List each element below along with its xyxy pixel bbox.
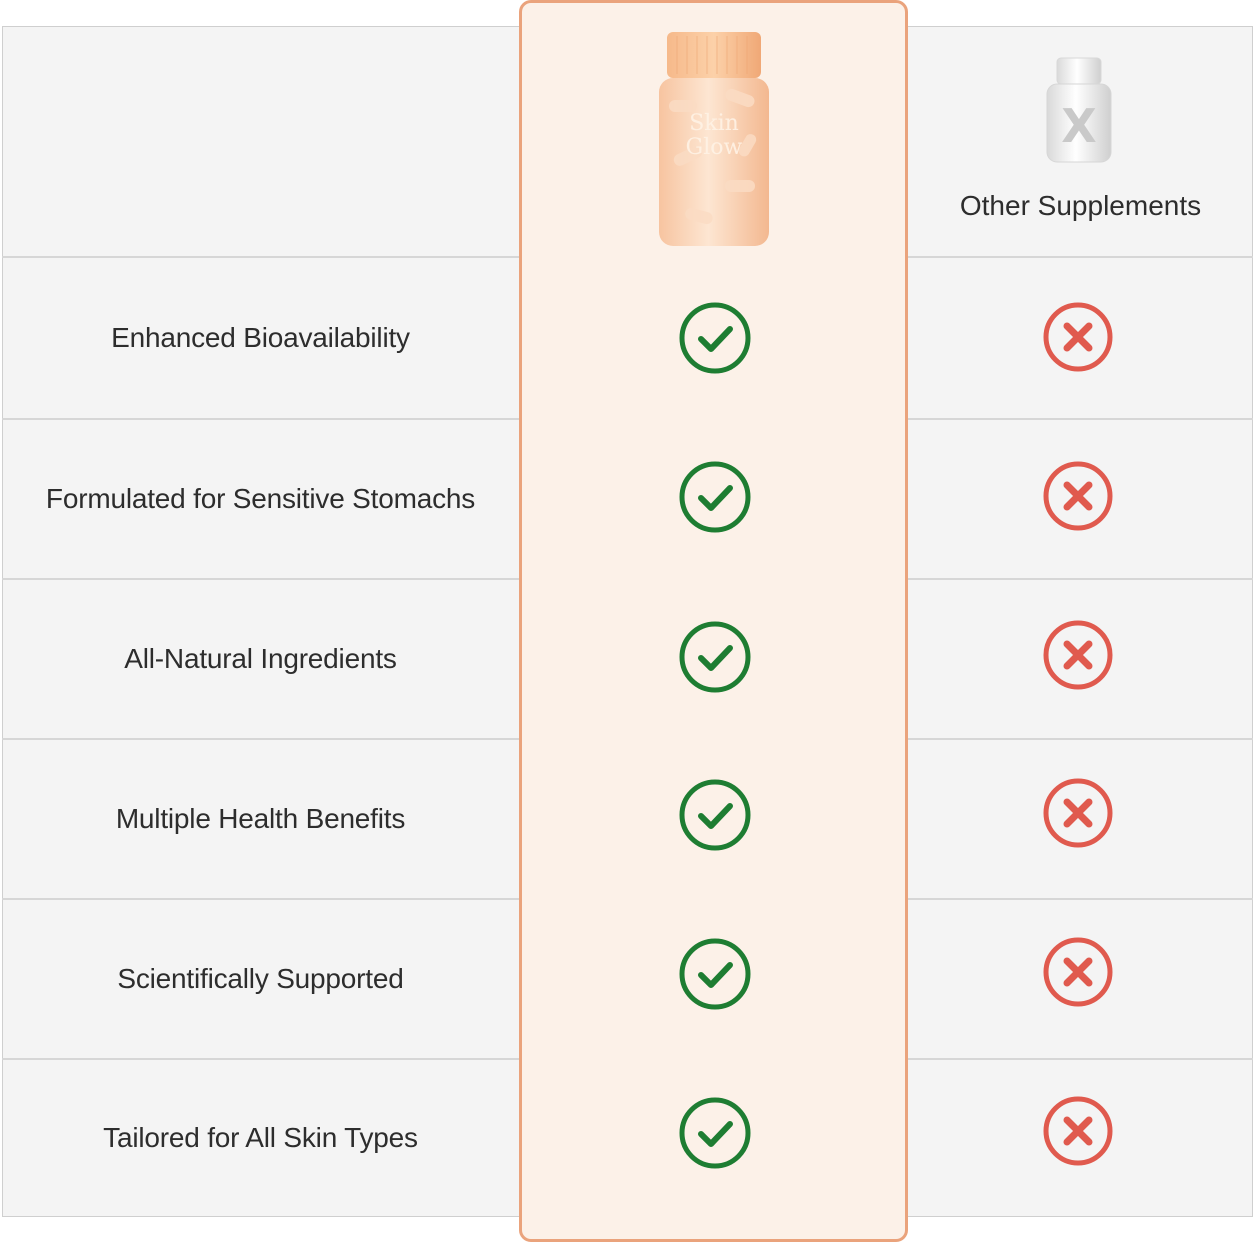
feature-label: Formulated for Sensitive Stomachs: [45, 483, 476, 514]
feature-label: Multiple Health Benefits: [115, 803, 406, 834]
x-circle-icon: [1042, 777, 1114, 849]
product-bottle-image: Skin Glow: [655, 30, 773, 250]
svg-text:Glow: Glow: [686, 135, 743, 160]
x-circle-icon: [1042, 1095, 1114, 1167]
check-circle-icon: [679, 938, 751, 1010]
competitor-column-header: Other Supplements: [959, 190, 1202, 221]
svg-text:Skin: Skin: [689, 111, 739, 136]
feature-label: Tailored for All Skin Types: [103, 1122, 418, 1153]
feature-label: Enhanced Bioavailability: [111, 322, 410, 353]
x-circle-icon: [1042, 301, 1114, 373]
svg-text:X: X: [1061, 99, 1096, 153]
x-circle-icon: [1042, 619, 1114, 691]
check-circle-icon: [679, 461, 751, 533]
check-circle-icon: [679, 779, 751, 851]
check-circle-icon: [679, 621, 751, 693]
x-circle-icon: [1042, 936, 1114, 1008]
check-circle-icon: [679, 302, 751, 374]
feature-label: Scientifically Supported: [117, 963, 404, 994]
feature-label: All-Natural Ingredients: [124, 643, 397, 674]
check-circle-icon: [679, 1097, 751, 1169]
competitor-bottle-image: X: [1043, 56, 1115, 166]
x-circle-icon: [1042, 460, 1114, 532]
